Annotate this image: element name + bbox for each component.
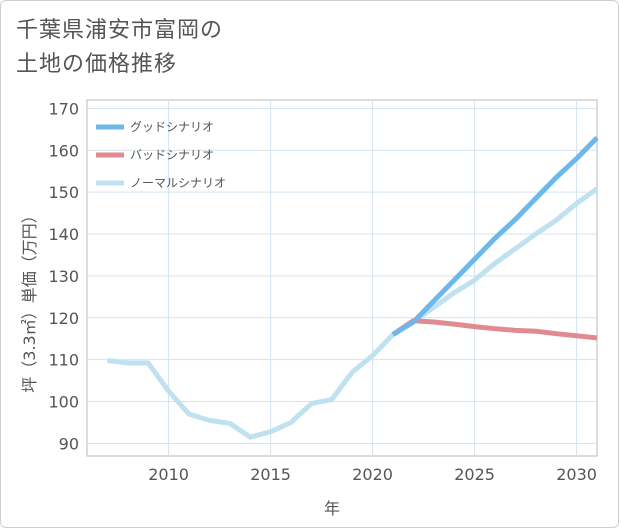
series-line-3: [107, 186, 599, 440]
y-tick-label: 110: [48, 351, 79, 370]
x-tick-label: 2025: [454, 465, 495, 484]
chart-title-line-1: 千葉県浦安市富岡の: [16, 18, 224, 43]
series-lines: [107, 135, 599, 440]
y-tick-label: 120: [48, 309, 79, 328]
y-tick-label: 130: [48, 267, 79, 286]
series-line-1: [391, 135, 599, 337]
chart-title-line-2: 土地の価格推移: [16, 52, 178, 77]
y-tick-label: 150: [48, 183, 79, 202]
y-tick-label: 160: [48, 141, 79, 160]
y-tick-label: 140: [48, 225, 79, 244]
legend-label: バッドシナリオ: [130, 148, 214, 162]
x-tick-label: 2030: [556, 465, 597, 484]
legend-label: グッドシナリオ: [130, 120, 214, 134]
y-tick-label: 90: [59, 434, 79, 453]
legend-label: ノーマルシナリオ: [130, 176, 226, 190]
y-axis-ticks: 90 100 110 120 130 140 150 160 170: [48, 99, 79, 453]
y-tick-label: 170: [48, 99, 79, 118]
x-tick-label: 2015: [250, 465, 291, 484]
x-axis-label: 年: [324, 499, 340, 518]
y-tick-label: 100: [48, 393, 79, 412]
x-axis-ticks: 2010 2015 2020 2025 2030: [148, 465, 597, 484]
grid-lines: [87, 100, 597, 456]
x-tick-label: 2020: [352, 465, 393, 484]
chart-title: 千葉県浦安市富岡の 土地の価格推移: [16, 14, 223, 82]
x-tick-label: 2010: [148, 465, 189, 484]
y-axis-label: 坪（3.3㎡）単価（万円）: [20, 207, 39, 392]
series-line-2: [391, 318, 598, 341]
